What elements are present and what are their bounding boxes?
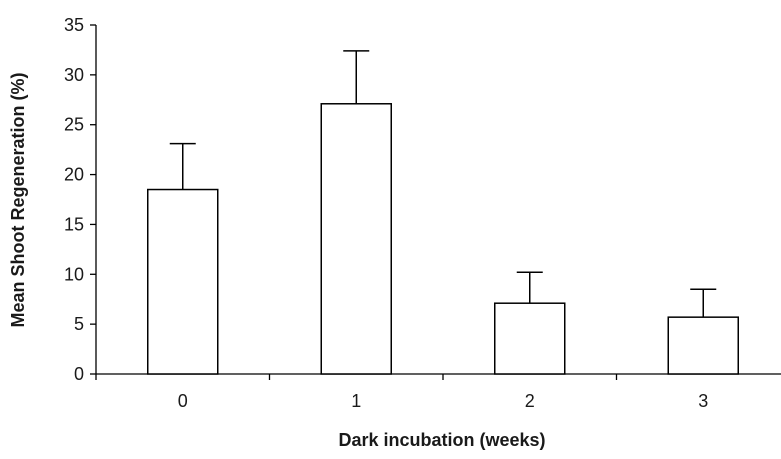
y-axis-title: Mean Shoot Regeneration (%) bbox=[8, 72, 28, 327]
bar bbox=[320, 103, 392, 375]
y-tick-label: 0 bbox=[74, 364, 84, 384]
y-tick-label: 35 bbox=[64, 15, 84, 35]
bar bbox=[494, 302, 566, 375]
x-axis-title: Dark incubation (weeks) bbox=[338, 430, 545, 450]
y-tick-label: 5 bbox=[74, 314, 84, 334]
y-tick-label: 30 bbox=[64, 65, 84, 85]
x-tick-label: 2 bbox=[525, 391, 535, 411]
x-tick-label: 0 bbox=[178, 391, 188, 411]
bar bbox=[147, 188, 219, 375]
y-tick-label: 25 bbox=[64, 115, 84, 135]
y-tick-label: 15 bbox=[64, 214, 84, 234]
plot-area: 0 5 10 15 20 25 30 35 0 1 2 3 bbox=[64, 15, 781, 411]
bar bbox=[667, 316, 739, 375]
x-tick-label: 1 bbox=[351, 391, 361, 411]
x-tick-label: 3 bbox=[698, 391, 708, 411]
y-tick-label: 20 bbox=[64, 165, 84, 185]
y-tick-label: 10 bbox=[64, 264, 84, 284]
